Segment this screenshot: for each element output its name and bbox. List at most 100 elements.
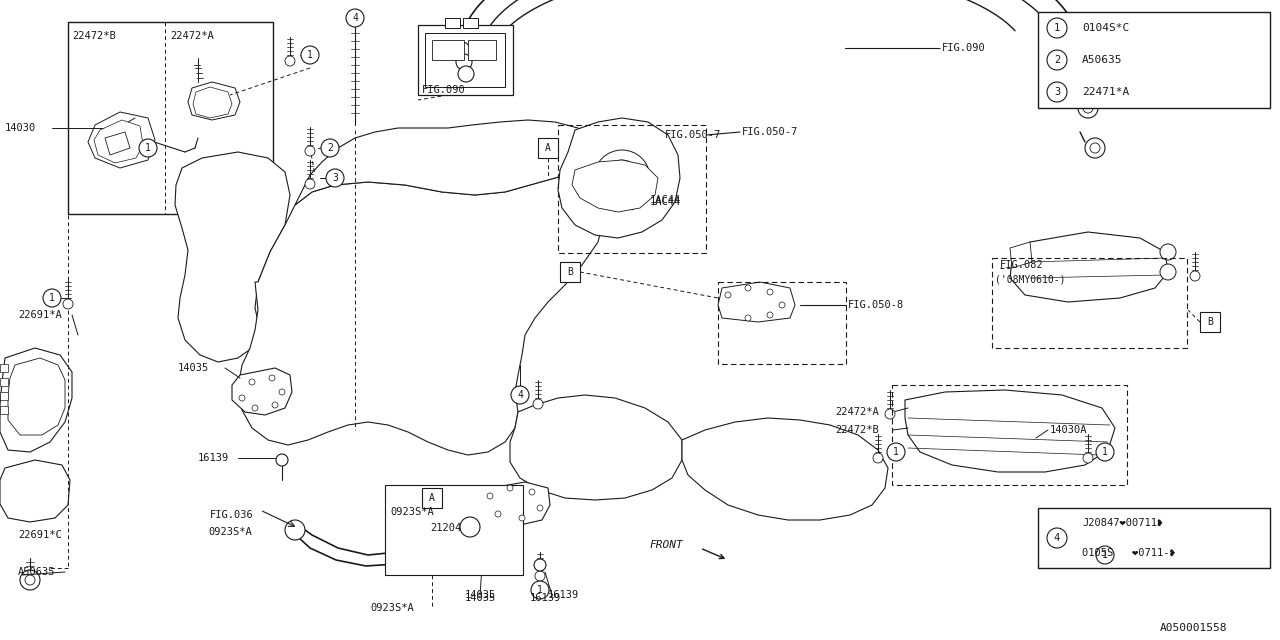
Circle shape [873, 453, 883, 463]
Bar [419, 25, 513, 95]
Bar [463, 18, 477, 28]
Circle shape [1083, 556, 1093, 566]
Circle shape [1073, 67, 1083, 77]
Text: 1AC44: 1AC44 [650, 195, 681, 205]
Polygon shape [193, 87, 232, 118]
Polygon shape [188, 82, 241, 120]
Bar [892, 385, 1126, 485]
Circle shape [780, 302, 785, 308]
Text: 1AC44: 1AC44 [650, 197, 681, 207]
Polygon shape [509, 395, 682, 500]
Circle shape [1083, 453, 1093, 463]
Text: B: B [1207, 317, 1213, 327]
Bar [992, 258, 1187, 348]
Bar [538, 138, 558, 158]
Circle shape [534, 559, 547, 571]
Polygon shape [0, 364, 8, 372]
Circle shape [1047, 18, 1068, 38]
Polygon shape [682, 418, 888, 520]
Circle shape [1091, 143, 1100, 153]
Circle shape [301, 46, 319, 64]
Text: 22472*A: 22472*A [170, 31, 214, 41]
Text: FIG.082: FIG.082 [1000, 260, 1043, 270]
Circle shape [767, 289, 773, 295]
Text: 1: 1 [893, 447, 899, 457]
Polygon shape [718, 282, 795, 322]
Bar [468, 40, 497, 60]
Circle shape [767, 312, 773, 318]
Text: 14030A: 14030A [1050, 425, 1088, 435]
Text: 0923S*A: 0923S*A [207, 527, 252, 537]
Circle shape [1160, 244, 1176, 260]
Circle shape [20, 570, 40, 590]
Text: A50635: A50635 [1082, 55, 1123, 65]
Bar [1038, 508, 1270, 568]
Text: 14035: 14035 [465, 590, 497, 600]
Polygon shape [0, 406, 8, 414]
Text: 1: 1 [1102, 447, 1108, 457]
Bar [445, 18, 460, 28]
Text: FIG.050-8: FIG.050-8 [849, 300, 904, 310]
Polygon shape [558, 118, 680, 238]
Circle shape [1047, 82, 1068, 102]
Text: 2: 2 [328, 143, 333, 153]
Circle shape [745, 315, 751, 321]
Text: 4: 4 [1053, 533, 1060, 543]
Circle shape [276, 454, 288, 466]
Text: 22691*A: 22691*A [18, 310, 61, 320]
Polygon shape [238, 172, 605, 455]
Circle shape [305, 146, 315, 156]
Text: 3: 3 [1053, 87, 1060, 97]
Polygon shape [8, 358, 65, 435]
Circle shape [273, 402, 278, 408]
Circle shape [535, 571, 545, 581]
Text: 0923S*A: 0923S*A [390, 507, 434, 517]
Polygon shape [175, 152, 291, 362]
Text: FIG.036: FIG.036 [210, 510, 253, 520]
Circle shape [456, 54, 472, 70]
Text: 0104S*C: 0104S*C [1082, 23, 1129, 33]
Text: 16139: 16139 [548, 590, 580, 600]
Text: FIG.050-7: FIG.050-7 [742, 127, 799, 137]
Circle shape [44, 289, 61, 307]
Circle shape [269, 375, 275, 381]
Polygon shape [0, 378, 8, 386]
Text: 0923S*A: 0923S*A [370, 603, 413, 613]
Text: J20847❤00711❥: J20847❤00711❥ [1082, 518, 1164, 528]
Text: ('08MY0610-): ('08MY0610-) [995, 275, 1065, 285]
Text: 22691*C: 22691*C [18, 530, 61, 540]
Text: 1: 1 [145, 143, 151, 153]
Polygon shape [93, 120, 143, 163]
Circle shape [507, 485, 513, 491]
Circle shape [532, 399, 543, 409]
Circle shape [1096, 546, 1114, 564]
Text: 1: 1 [1053, 23, 1060, 33]
Circle shape [1160, 264, 1176, 280]
Text: A: A [429, 493, 435, 503]
Circle shape [346, 9, 364, 27]
Text: 21204: 21204 [430, 523, 461, 533]
Circle shape [454, 42, 470, 58]
Circle shape [529, 489, 535, 495]
Text: 4: 4 [352, 13, 358, 23]
Text: FRONT: FRONT [650, 540, 684, 550]
Bar [68, 22, 273, 214]
Circle shape [279, 389, 285, 395]
Bar [433, 40, 465, 60]
Polygon shape [905, 390, 1115, 472]
Circle shape [250, 379, 255, 385]
Circle shape [1096, 443, 1114, 461]
Text: 16139: 16139 [198, 453, 229, 463]
Text: 16139: 16139 [530, 593, 561, 603]
Circle shape [511, 386, 529, 404]
Circle shape [518, 515, 525, 521]
Polygon shape [572, 160, 658, 212]
Text: 14035: 14035 [465, 593, 497, 603]
Circle shape [1190, 271, 1201, 281]
Text: A50635: A50635 [18, 567, 55, 577]
Circle shape [239, 395, 244, 401]
Polygon shape [1010, 242, 1032, 268]
Text: 1: 1 [1102, 550, 1108, 560]
Circle shape [285, 520, 305, 540]
Circle shape [26, 575, 35, 585]
